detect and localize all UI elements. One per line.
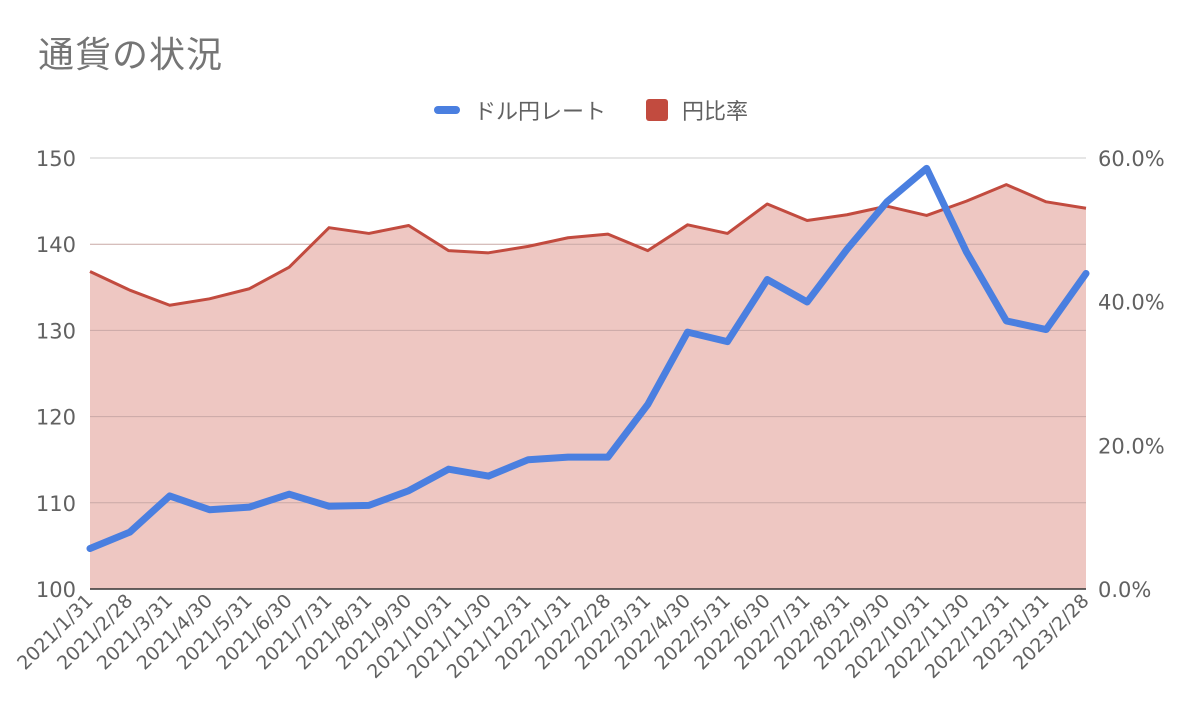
y-left-tick-label: 130: [36, 319, 76, 343]
chart-title: 通貨の状況: [38, 35, 224, 76]
y-left-tick-label: 100: [36, 578, 76, 602]
y-left-tick-label: 150: [36, 147, 76, 171]
legend-swatch-rate: [433, 106, 460, 114]
y-left-tick-label: 140: [36, 233, 76, 257]
ratio-line: [89, 183, 1087, 307]
legend-swatch-ratio: [646, 99, 668, 121]
y-left-tick-label: 120: [36, 406, 76, 430]
y-right-tick-label: 0.0%: [1098, 578, 1151, 602]
y-right-tick-label: 20.0%: [1098, 434, 1165, 458]
y-left-tick-label: 110: [36, 492, 76, 516]
legend-label-ratio: 円比率: [682, 100, 749, 125]
y-right-tick-label: 40.0%: [1098, 291, 1165, 315]
y-right-tick-label: 60.0%: [1098, 147, 1165, 171]
legend-item-ratio[interactable]: 円比率: [646, 94, 748, 126]
legend: ドル円レート 円比率: [0, 94, 1182, 126]
ratio-area: [90, 184, 1086, 589]
legend-item-rate[interactable]: ドル円レート: [433, 94, 606, 126]
legend-label-rate: ドル円レート: [473, 100, 606, 125]
rate-line: [86, 164, 1090, 552]
